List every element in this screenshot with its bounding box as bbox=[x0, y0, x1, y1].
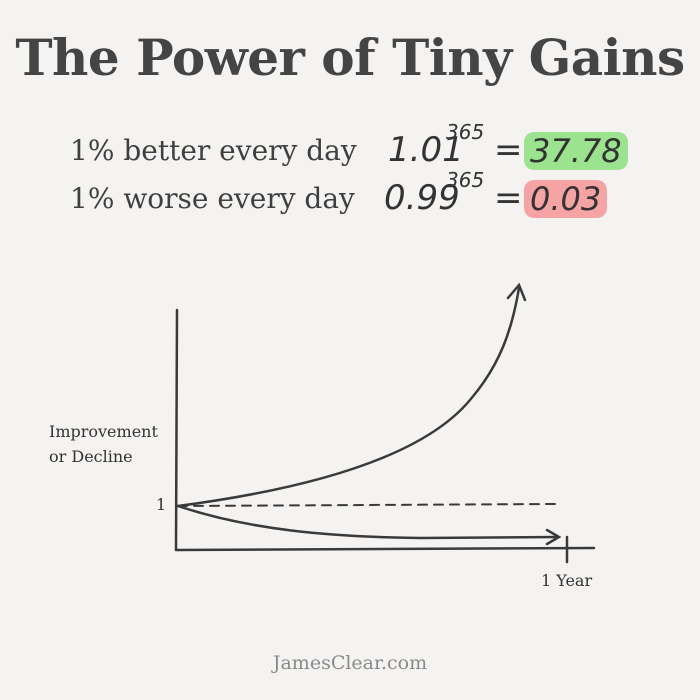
improvement-curve bbox=[176, 286, 521, 508]
decline-arrowhead bbox=[545, 528, 562, 546]
page-title: The Power of Tiny Gains bbox=[15, 28, 685, 87]
baseline-dashed bbox=[177, 503, 557, 507]
worse-result: 0.03 bbox=[524, 180, 608, 218]
decline-curve bbox=[176, 504, 560, 540]
better-equals: = bbox=[494, 130, 523, 170]
worse-equals: = bbox=[494, 178, 523, 218]
better-exponent: 365 bbox=[446, 120, 485, 144]
worse-base: 0.99 bbox=[384, 178, 460, 218]
x-tick-label: 1 Year bbox=[541, 571, 593, 590]
y-axis-label-1: Improvement bbox=[49, 422, 158, 441]
better-label: 1% better every day bbox=[70, 134, 357, 167]
worse-label: 1% worse every day bbox=[70, 182, 355, 215]
worse-exponent: 365 bbox=[446, 168, 485, 192]
footer-site-link[interactable]: JamesClear.com bbox=[272, 652, 428, 674]
improvement-arrowhead bbox=[506, 282, 527, 302]
better-result: 37.78 bbox=[524, 132, 628, 170]
y-tick-label: 1 bbox=[156, 495, 167, 514]
y-axis bbox=[174, 308, 179, 552]
x-axis bbox=[174, 546, 596, 552]
better-base: 1.01 bbox=[388, 130, 464, 170]
y-axis-label-2: or Decline bbox=[49, 447, 133, 466]
